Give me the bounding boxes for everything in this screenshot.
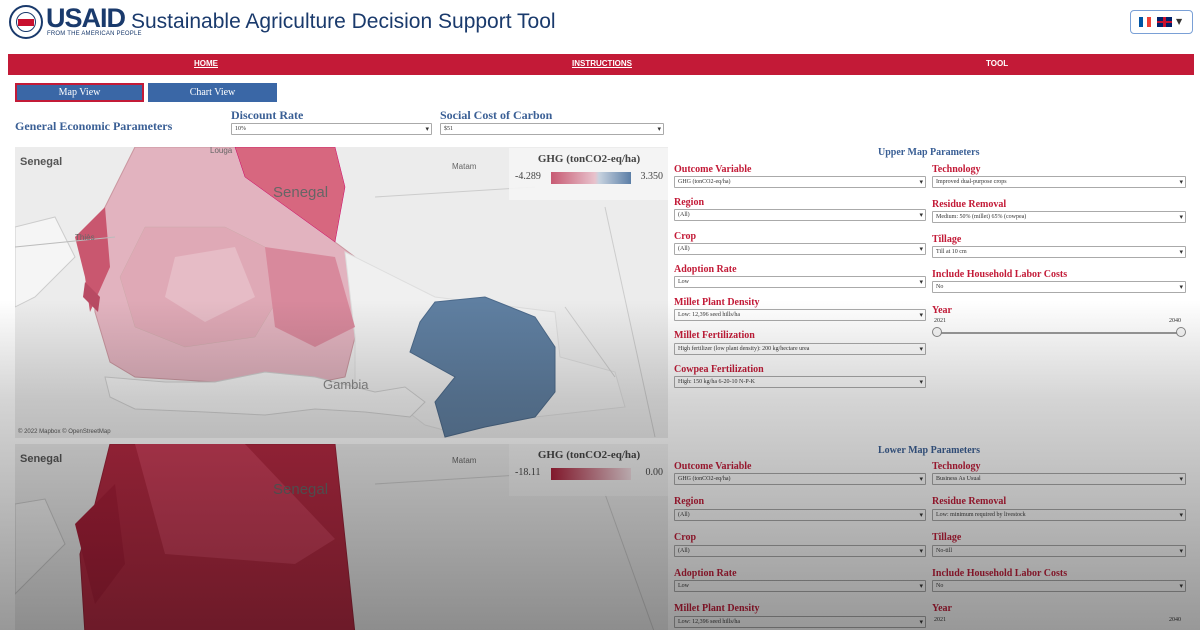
country-label: Senegal xyxy=(20,156,63,168)
map-view-button[interactable]: Map View xyxy=(15,83,144,102)
year-min: 2021 xyxy=(934,617,946,623)
crop-select[interactable]: (All) xyxy=(674,243,926,255)
map-attribution[interactable]: © 2022 Mapbox © OpenStreetMap xyxy=(18,429,111,435)
usaid-logo-text: USAID xyxy=(46,3,126,33)
region-select[interactable]: (All) xyxy=(674,209,926,221)
country-label: Senegal xyxy=(20,453,63,465)
language-dropdown[interactable]: ▼ xyxy=(1130,10,1193,34)
cowpea-fertilization-label: Cowpea Fertilization xyxy=(674,364,764,375)
household-labor-select[interactable]: No xyxy=(932,281,1186,293)
social-cost-carbon-select[interactable]: $51 xyxy=(440,123,664,135)
nav-tool[interactable]: TOOL xyxy=(986,59,1009,68)
legend-min: -18.11 xyxy=(515,467,541,478)
usaid-logo-subtitle: FROM THE AMERICAN PEOPLE xyxy=(47,31,142,37)
adoption-rate-label: Adoption Rate xyxy=(674,264,737,275)
tillage-label: Tillage xyxy=(932,234,962,245)
year-slider-start-handle[interactable] xyxy=(932,327,942,337)
adoption-rate-select[interactable]: Low xyxy=(674,276,926,288)
technology-label: Technology xyxy=(932,164,981,175)
legend-max: 0.00 xyxy=(645,467,664,478)
economic-params-title: General Economic Parameters xyxy=(15,119,173,133)
year-min: 2021 xyxy=(934,318,946,324)
nav-home[interactable]: HOME xyxy=(194,59,218,68)
lower-params-title: Lower Map Parameters xyxy=(878,445,981,456)
outcome-variable-label: Outcome Variable xyxy=(674,164,752,175)
chart-view-button[interactable]: Chart View xyxy=(148,83,277,102)
social-cost-carbon-label: Social Cost of Carbon xyxy=(440,108,553,122)
upper-map[interactable]: Senegal Senegal Louga Matam Gambia Thiès… xyxy=(15,147,668,438)
outcome-variable-select[interactable]: GHG (tonCO2-eq/ha) xyxy=(674,176,926,188)
place-label: Thiès xyxy=(75,233,95,242)
millet-density-select[interactable]: Low: 12,396 seed hills/ha xyxy=(674,309,926,321)
tillage-select[interactable]: Till at 10 cm xyxy=(932,246,1186,258)
legend-title: GHG (tonCO2-eq/ha) xyxy=(537,449,641,461)
legend-min: -4.289 xyxy=(515,171,541,182)
legend-max: 3.350 xyxy=(640,171,664,182)
flag-uk-icon xyxy=(1157,17,1172,27)
residue-removal-select[interactable]: Medium: 50% (millet) 65% (cowpea) xyxy=(932,211,1186,223)
technology-select[interactable]: Business As Usual xyxy=(932,473,1186,485)
cowpea-fertilization-select[interactable]: High: 150 kg/ha 6-20-10 N-P-K xyxy=(674,376,926,388)
region-select[interactable]: (All) xyxy=(674,509,926,521)
residue-removal-label: Residue Removal xyxy=(932,496,1007,507)
crop-select[interactable]: (All) xyxy=(674,545,926,557)
map-legend: GHG (tonCO2-eq/ha) -18.11 0.00 xyxy=(509,444,668,496)
crop-label: Crop xyxy=(674,231,697,242)
year-max: 2040 xyxy=(1169,318,1181,324)
region-label: Region xyxy=(674,197,704,208)
millet-density-label: Millet Plant Density xyxy=(674,297,760,308)
flag-fr-icon xyxy=(1139,17,1151,27)
region-label: Region xyxy=(674,496,704,507)
household-labor-label: Include Household Labor Costs xyxy=(932,568,1068,579)
upper-params-title: Upper Map Parameters xyxy=(878,147,980,158)
year-slider[interactable] xyxy=(932,327,1186,339)
map-center-label: Senegal xyxy=(273,481,329,498)
nav-instructions[interactable]: INSTRUCTIONS xyxy=(572,59,632,68)
main-nav: HOME INSTRUCTIONS TOOL xyxy=(8,54,1194,75)
outcome-variable-select[interactable]: GHG (tonCO2-eq/ha) xyxy=(674,473,926,485)
usaid-seal-icon xyxy=(9,5,43,39)
adoption-rate-select[interactable]: Low xyxy=(674,580,926,592)
tillage-label: Tillage xyxy=(932,532,962,543)
place-label: Matam xyxy=(452,456,477,465)
millet-fertilization-label: Millet Fertilization xyxy=(674,330,755,341)
residue-removal-label: Residue Removal xyxy=(932,199,1007,210)
discount-rate-label: Discount Rate xyxy=(231,108,304,122)
app-title: Sustainable Agriculture Decision Support… xyxy=(131,10,556,33)
map-center-label: Senegal xyxy=(273,184,329,201)
technology-select[interactable]: Improved dual-purpose crops xyxy=(932,176,1186,188)
year-slider-track xyxy=(936,332,1182,334)
millet-density-select[interactable]: Low: 12,396 seed hills/ha xyxy=(674,616,926,628)
crop-label: Crop xyxy=(674,532,697,543)
household-labor-label: Include Household Labor Costs xyxy=(932,269,1068,280)
adoption-rate-label: Adoption Rate xyxy=(674,568,737,579)
millet-density-label: Millet Plant Density xyxy=(674,603,760,614)
legend-color-bar xyxy=(551,468,631,480)
year-label: Year xyxy=(932,305,952,316)
place-label: Matam xyxy=(452,162,477,171)
year-label: Year xyxy=(932,603,952,614)
legend-title: GHG (tonCO2-eq/ha) xyxy=(537,153,641,165)
year-slider-end-handle[interactable] xyxy=(1176,327,1186,337)
outcome-variable-label: Outcome Variable xyxy=(674,461,752,472)
place-label: Gambia xyxy=(323,377,369,392)
year-max: 2040 xyxy=(1169,617,1181,623)
residue-removal-select[interactable]: Low: minimum required by livestock xyxy=(932,509,1186,521)
discount-rate-select[interactable]: 10% xyxy=(231,123,432,135)
tillage-select[interactable]: No-till xyxy=(932,545,1186,557)
caret-down-icon: ▼ xyxy=(1176,17,1183,26)
millet-fertilization-select[interactable]: High fertilizer (low plant density): 200… xyxy=(674,343,926,355)
map-legend: GHG (tonCO2-eq/ha) -4.289 3.350 xyxy=(509,148,668,200)
lower-map[interactable]: Senegal Senegal Matam GHG (tonCO2-eq/ha)… xyxy=(15,444,668,630)
legend-color-bar xyxy=(551,172,631,184)
lower-map-canvas[interactable] xyxy=(15,444,668,630)
household-labor-select[interactable]: No xyxy=(932,580,1186,592)
place-label: Louga xyxy=(210,147,233,155)
app-header: USAID FROM THE AMERICAN PEOPLE Sustainab… xyxy=(0,0,1200,52)
technology-label: Technology xyxy=(932,461,981,472)
